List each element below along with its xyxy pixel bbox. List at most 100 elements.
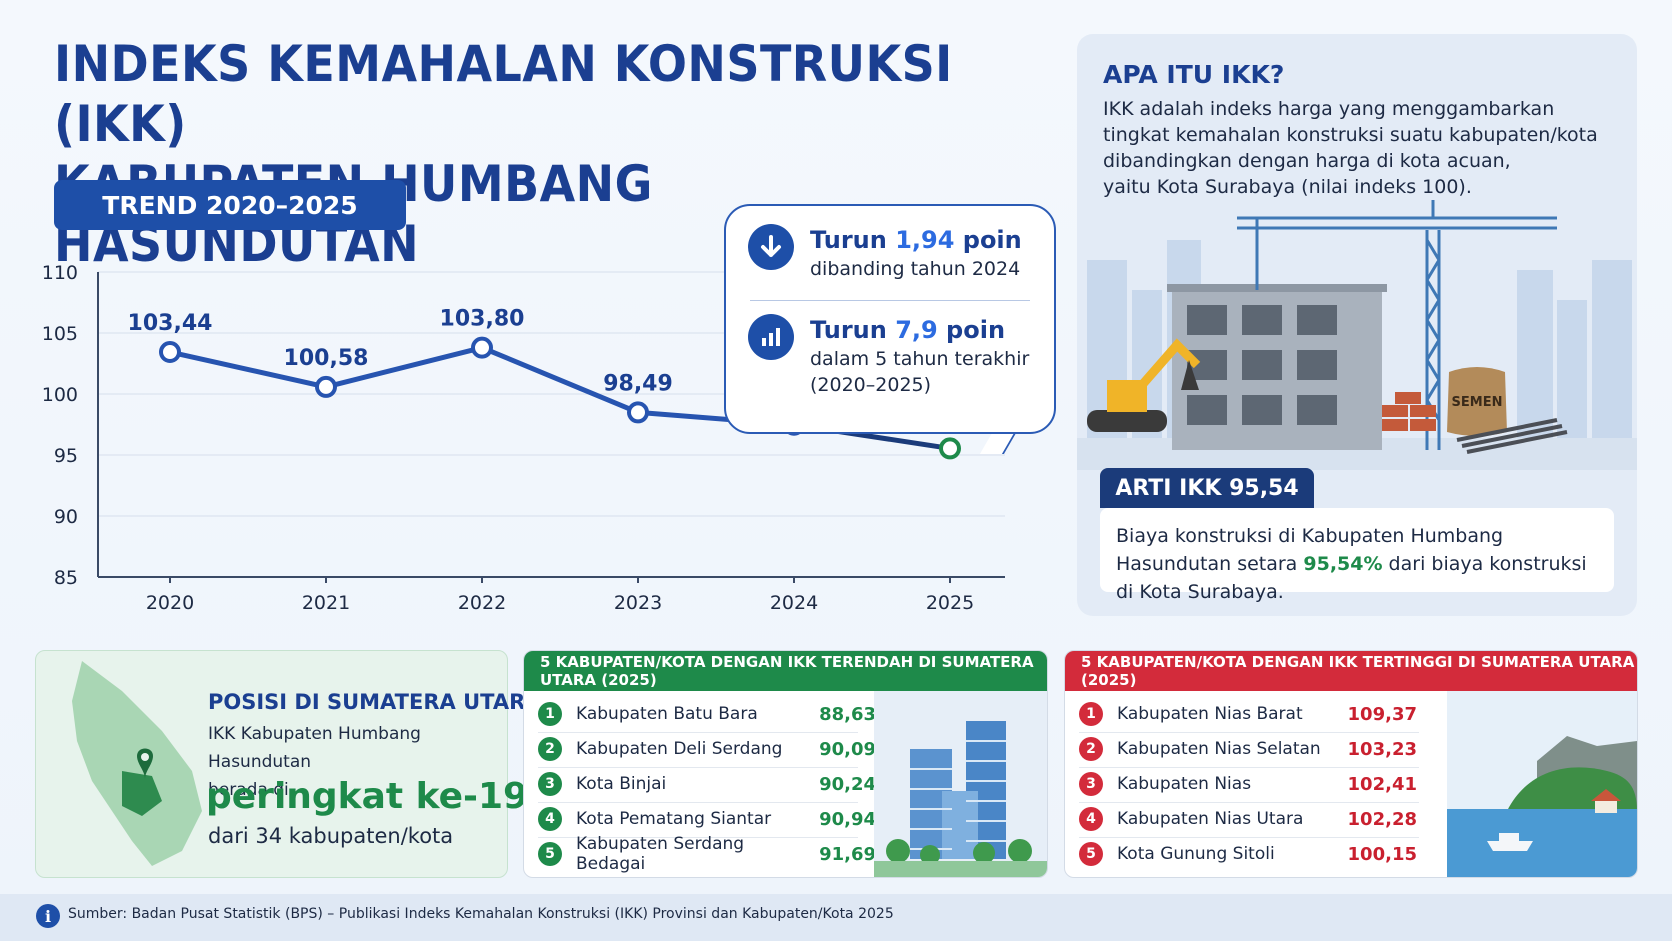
lowest-row: 4 Kota Pematang Siantar 90,94 xyxy=(538,802,876,836)
row-name: Kabupaten Nias xyxy=(1117,774,1252,794)
position-text-1: IKK Kabupaten Humbang Hasundutan xyxy=(208,724,421,772)
arrow-down-icon xyxy=(748,224,794,270)
y-tick-label: 85 xyxy=(54,567,78,589)
data-label: 103,80 xyxy=(440,307,525,332)
lowest-ikk-card: 5 KABUPATEN/KOTA DENGAN IKK TERENDAH DI … xyxy=(523,650,1048,878)
position-rank: peringkat ke-19 xyxy=(206,776,529,817)
position-text-2: berada di xyxy=(208,780,289,800)
highest-row: 2 Kabupaten Nias Selatan 103,23 xyxy=(1079,732,1417,766)
about-line-3: dibandingkan dengan harga di kota acuan, xyxy=(1103,150,1511,172)
data-point xyxy=(159,341,181,364)
position-sub: dari 34 kabupaten/kota xyxy=(208,824,454,848)
about-heading: APA ITU IKK? xyxy=(1103,60,1285,89)
highest-row: 4 Kabupaten Nias Utara 102,28 xyxy=(1079,802,1417,836)
about-line-1: IKK adalah indeks harga yang menggambark… xyxy=(1103,98,1555,120)
row-value: 90,94 xyxy=(819,808,876,830)
building-frame xyxy=(1167,284,1387,450)
lowest-row: 3 Kota Binjai 90,24 xyxy=(538,767,876,801)
callout-1-sub: dibanding tahun 2024 xyxy=(810,258,1021,280)
highest-row: 3 Kabupaten Nias 102,41 xyxy=(1079,767,1417,801)
data-label: 100,58 xyxy=(284,346,369,371)
callout-item-yearly: Turun 1,94 poin dibanding tahun 2024 xyxy=(748,224,1022,282)
lowest-heading: 5 KABUPATEN/KOTA DENGAN IKK TERENDAH DI … xyxy=(524,651,1047,691)
x-tick-label: 2024 xyxy=(770,592,818,614)
y-tick-label: 90 xyxy=(54,506,78,528)
row-value: 88,63 xyxy=(819,703,876,725)
rank-badge: 1 xyxy=(538,702,562,726)
callout-2-suffix: poin xyxy=(937,316,1006,344)
arti-text-before: Biaya konstruksi di Kabupaten Humbang Ha… xyxy=(1116,525,1504,575)
highest-heading: 5 KABUPATEN/KOTA DENGAN IKK TERTINGGI DI… xyxy=(1065,651,1637,691)
highest-row: 1 Kabupaten Nias Barat 109,37 xyxy=(1079,697,1417,731)
data-point xyxy=(939,437,961,460)
callout-2-prefix: Turun xyxy=(810,316,896,344)
row-value: 90,09 xyxy=(819,738,876,760)
rank-badge: 5 xyxy=(538,842,562,866)
row-name: Kota Gunung Sitoli xyxy=(1117,844,1275,864)
title-line-1: INDEKS KEMAHALAN KONSTRUKSI (IKK) xyxy=(54,35,953,153)
series-segment xyxy=(479,345,641,415)
series-segment xyxy=(167,349,329,390)
bricks xyxy=(1382,392,1436,431)
position-card xyxy=(35,650,508,878)
position-text: IKK Kabupaten Humbang Hasundutan berada … xyxy=(208,720,498,804)
about-line-2: tingkat kemahalan konstruksi suatu kabup… xyxy=(1103,124,1598,146)
row-value: 90,24 xyxy=(819,773,876,795)
highest-ikk-card: 5 KABUPATEN/KOTA DENGAN IKK TERTINGGI DI… xyxy=(1064,650,1638,878)
excavator xyxy=(1087,338,1201,432)
callout-1-prefix: Turun xyxy=(810,226,896,254)
trend-label: TREND 2020–2025 xyxy=(54,180,406,230)
rank-badge: 4 xyxy=(538,807,562,831)
lowest-row: 2 Kabupaten Deli Serdang 90,09 xyxy=(538,732,876,766)
row-value: 102,41 xyxy=(1347,773,1417,795)
row-value: 100,15 xyxy=(1347,843,1417,865)
callout-1-value: 1,94 xyxy=(895,226,955,254)
position-heading: POSISI DI SUMATERA UTARA xyxy=(208,690,542,714)
arti-box xyxy=(1100,508,1614,592)
y-tick-label: 95 xyxy=(54,445,78,467)
row-name: Kota Pematang Siantar xyxy=(576,809,772,829)
row-name: Kabupaten Batu Bara xyxy=(576,704,758,724)
x-tick-label: 2023 xyxy=(614,592,662,614)
row-name: Kabupaten Nias Utara xyxy=(1117,809,1304,829)
x-tick-label: 2025 xyxy=(926,592,974,614)
row-value: 103,23 xyxy=(1347,738,1417,760)
lowest-row: 1 Kabupaten Batu Bara 88,63 xyxy=(538,697,876,731)
row-divider xyxy=(1079,802,1419,803)
callout-item-five-year: Turun 7,9 poin dalam 5 tahun terakhir (2… xyxy=(748,314,1029,398)
callout-divider xyxy=(750,300,1030,301)
arti-highlight: 95,54% xyxy=(1303,553,1383,575)
island-illustration xyxy=(1447,691,1637,877)
rank-badge: 2 xyxy=(538,737,562,761)
change-callout: Turun 1,94 poin dibanding tahun 2024 Tur… xyxy=(724,204,1056,434)
row-name: Kabupaten Serdang Bedagai xyxy=(576,834,745,874)
row-value: 102,28 xyxy=(1347,808,1417,830)
arti-text-after: dari biaya konstruksi di Kota Surabaya. xyxy=(1116,553,1587,603)
y-tick-label: 105 xyxy=(42,323,78,345)
row-divider xyxy=(1079,732,1419,733)
info-icon: i xyxy=(36,904,60,928)
rank-badge: 3 xyxy=(1079,772,1103,796)
row-divider xyxy=(1079,767,1419,768)
construction-illustration: SEMEN xyxy=(1077,200,1637,470)
rank-badge: 3 xyxy=(538,772,562,796)
about-text: IKK adalah indeks harga yang menggambark… xyxy=(1103,96,1603,200)
about-line-4: yaitu Kota Surabaya (nilai indeks 100). xyxy=(1103,176,1472,198)
x-tick-label: 2020 xyxy=(146,592,194,614)
data-point xyxy=(627,401,649,424)
city-buildings-illustration xyxy=(874,691,1047,877)
highest-row: 5 Kota Gunung Sitoli 100,15 xyxy=(1079,837,1417,871)
arti-text: Biaya konstruksi di Kabupaten Humbang Ha… xyxy=(1116,522,1606,606)
row-divider xyxy=(538,767,858,768)
data-label: 98,49 xyxy=(603,371,673,396)
row-value: 91,69 xyxy=(819,843,876,865)
data-point xyxy=(315,375,337,398)
y-tick-label: 100 xyxy=(42,384,78,406)
callout-2-value: 7,9 xyxy=(895,316,938,344)
row-name: Kabupaten Nias Selatan xyxy=(1117,739,1321,759)
row-divider xyxy=(538,837,858,838)
lowest-row: 5 Kabupaten Serdang Bedagai 91,69 xyxy=(538,834,876,874)
callout-2-sub1: dalam 5 tahun terakhir xyxy=(810,348,1030,370)
source-text: Sumber: Badan Pusat Statistik (BPS) – Pu… xyxy=(68,906,894,922)
data-label: 103,44 xyxy=(128,311,213,336)
